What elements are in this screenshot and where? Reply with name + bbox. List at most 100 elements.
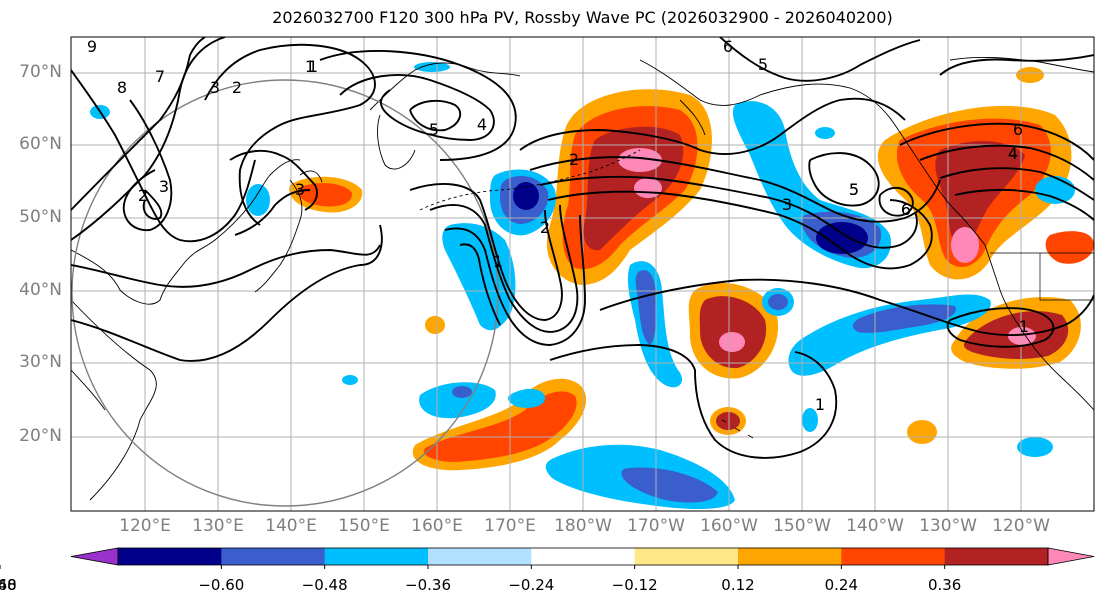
contour-label: 6: [901, 200, 911, 219]
positive-anomaly-canada-peak: [951, 227, 979, 263]
negative-anomaly-west-core: [513, 182, 539, 210]
positive-anomaly-japan-inner: [297, 183, 353, 207]
colorbar-tick-label: −0.12: [611, 576, 658, 594]
latitude-label: 30°N: [19, 352, 62, 372]
pv-contour: [444, 214, 586, 346]
contour-label: 3: [159, 177, 169, 196]
colorbar-tick-label: −0.48: [301, 576, 348, 594]
contour-label: 3: [295, 180, 305, 199]
negative-anomaly-tropics-inner: [621, 467, 718, 503]
contour-label: 1: [305, 57, 315, 76]
contour-label: 1: [815, 395, 825, 414]
graticule: [71, 37, 1094, 511]
latitude-label: 70°N: [19, 62, 62, 82]
longitude-label: 130°W: [919, 516, 977, 536]
negative-anomaly-spot: [507, 388, 545, 408]
border-us-canada: [990, 252, 1094, 301]
pv-contour: [71, 37, 206, 211]
colorbar-tick-label: −0.24: [508, 576, 555, 594]
pv-contour: [547, 190, 933, 270]
positive-anomaly-spot: [907, 420, 937, 444]
negative-anomaly-spot: [1017, 437, 1053, 457]
colorbar-tick-label: 0.24: [824, 576, 859, 594]
latitude-label: 40°N: [19, 280, 62, 300]
pv-contour: [71, 224, 383, 362]
longitude-label: 170°E: [484, 516, 536, 536]
pv-contour: [549, 344, 838, 459]
coastline-kamchatka: [369, 62, 521, 170]
longitude-label: 170°W: [627, 516, 685, 536]
colorbar-segment: [531, 548, 636, 565]
pv-contour: [939, 167, 1094, 201]
latitude-label: 60°N: [19, 134, 62, 154]
negative-anomaly-spot: [815, 127, 835, 139]
colorbar-tick-label: 0.48: [0, 576, 17, 594]
contour-label: 1: [493, 252, 503, 271]
coastline-japan: [254, 170, 323, 293]
colorbar-extend-max: [1047, 547, 1095, 566]
negative-anomaly-spot: [246, 184, 270, 216]
colorbar-tick-label: −0.60: [198, 576, 245, 594]
colorbar-extend-min: [70, 547, 119, 566]
latitude-label: 50°N: [19, 207, 62, 227]
pv-contour: [599, 278, 1094, 336]
colorbar-tick-label: 0.60: [0, 576, 17, 594]
colorbar-outline: [117, 547, 1049, 566]
colorbar-segment: [944, 548, 1049, 565]
coastline-aleutians: [419, 149, 641, 211]
coastline-hawaii: [721, 419, 754, 439]
positive-anomaly-bering-peak: [618, 148, 662, 172]
pv-contour: [519, 97, 906, 155]
pv-contour: [899, 122, 1094, 161]
contour-label: 2: [569, 150, 579, 169]
positive-anomaly-spot: [1016, 67, 1044, 83]
longitude-label: 130°E: [192, 516, 244, 536]
contour-label: 3: [210, 78, 220, 97]
anomaly-shading: [90, 62, 1094, 510]
positive-anomaly-subtropical-inner: [424, 391, 577, 462]
pv-contour: [409, 183, 563, 321]
pv-contour: [204, 43, 376, 226]
colorbar-segment: [634, 548, 739, 565]
longitude-label: 120°E: [119, 516, 171, 536]
negative-anomaly-spot: [802, 408, 818, 432]
pv-contour: [71, 244, 381, 288]
pv-contour: [719, 37, 921, 82]
map-frame: [70, 36, 1095, 512]
map-title: 2026032700 F120 300 hPa PV, Rossby Wave …: [272, 8, 893, 27]
negative-anomaly-spot: [1035, 176, 1075, 204]
positive-anomaly-canada-east: [1045, 231, 1094, 264]
contour-label: 5: [758, 55, 768, 74]
longitude-label: 140°E: [265, 516, 317, 536]
pv-contour: [878, 186, 914, 217]
contour-label: 6: [1013, 120, 1023, 139]
colorbar-segment: [324, 548, 429, 565]
coastlines: [71, 56, 1094, 501]
colorbar: [0, 547, 1095, 569]
contour-label: 5: [429, 120, 439, 139]
negative-anomaly-strip-inner: [635, 270, 657, 345]
contour-label: 2: [232, 78, 242, 97]
contour-label: 6: [901, 200, 911, 219]
longitude-label: 150°E: [338, 516, 390, 536]
contour-label: 4: [1008, 144, 1018, 163]
pv-contour: [808, 152, 880, 207]
contour-label: 9: [87, 37, 97, 56]
contour-labels: 987321654322651563451123164: [87, 37, 1029, 414]
contour-label: 3: [782, 195, 792, 214]
pv-contour: [946, 307, 1055, 348]
pv-contour: [71, 37, 226, 241]
pv-contour: [339, 74, 495, 141]
negative-anomaly-spot: [414, 62, 450, 72]
pv-contour: [539, 175, 918, 249]
map-plot-area: 987321654322651563451123164: [71, 37, 1094, 511]
negative-anomaly-spot: [452, 386, 472, 398]
pv-contour: [939, 54, 1094, 76]
pv-contour: [234, 189, 311, 236]
pv-contour: [229, 149, 318, 211]
positive-anomaly-bering-peak2: [634, 178, 662, 198]
pv-contour: [319, 50, 517, 161]
positive-anomaly-central-pacific-peak: [719, 332, 745, 352]
contour-label: 1: [308, 57, 318, 76]
